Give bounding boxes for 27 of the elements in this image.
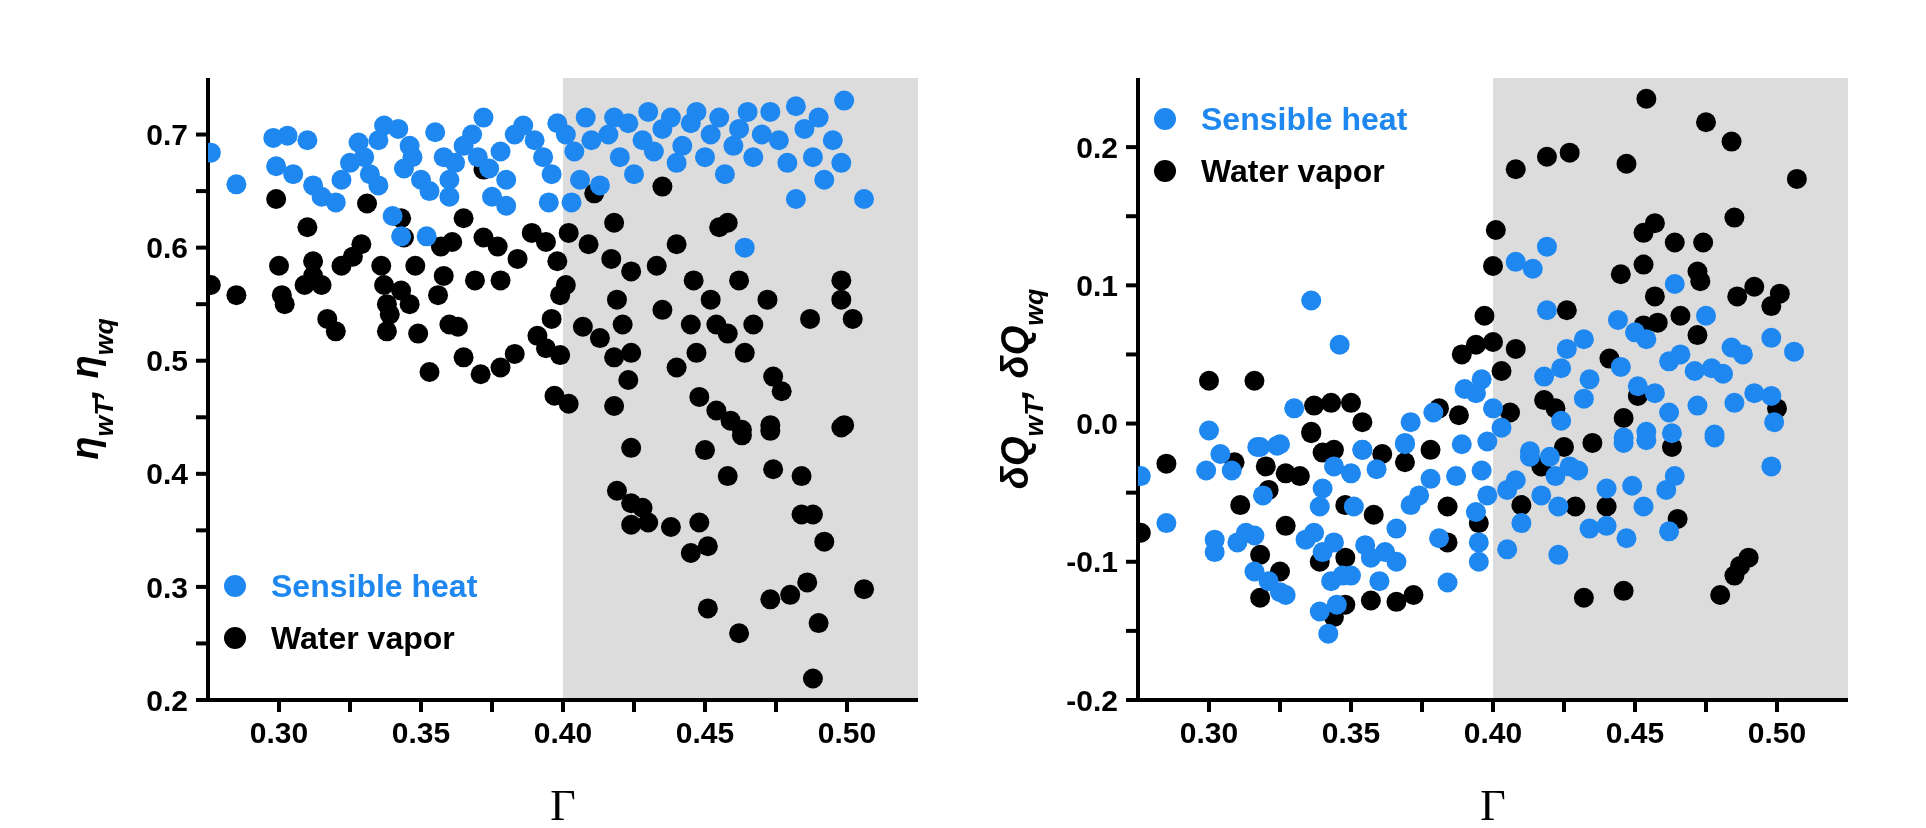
x-tick-label: 0.30	[249, 716, 309, 750]
x-tick-label: 0.30	[1179, 716, 1239, 750]
y-tick-label: 0.2	[1076, 130, 1118, 164]
y-tick-label: 0.5	[146, 344, 188, 378]
legend-label: Sensible heat	[1201, 100, 1408, 138]
x-tick-label: 0.50	[1747, 716, 1807, 750]
x-tick-label: 0.50	[817, 716, 877, 750]
legend-label: Sensible heat	[271, 567, 478, 605]
y-tick-label: 0.7	[146, 118, 188, 152]
legend-label: Water vapor	[1201, 152, 1385, 190]
y-tick-label: 0.3	[146, 570, 188, 604]
y-tick-label: -0.2	[1066, 683, 1118, 717]
legend-label: Water vapor	[271, 619, 455, 657]
y-tick-label: 0.2	[146, 683, 188, 717]
x-tick-label: 0.45	[675, 716, 735, 750]
x-tick-label: 0.35	[1321, 716, 1381, 750]
y-tick-label: 0.0	[1076, 407, 1118, 441]
y-tick-label: 0.6	[146, 231, 188, 265]
x-axis-title: Γ	[550, 781, 576, 828]
y-tick-label: 0.4	[146, 457, 189, 491]
x-tick-label: 0.45	[1605, 716, 1665, 750]
x-tick-label: 0.40	[1463, 716, 1523, 750]
x-axis-title: Γ	[1480, 781, 1506, 828]
y-tick-label: -0.1	[1066, 545, 1118, 579]
y-tick-label: 0.1	[1076, 268, 1118, 302]
x-tick-label: 0.40	[533, 716, 593, 750]
x-tick-label: 0.35	[391, 716, 451, 750]
